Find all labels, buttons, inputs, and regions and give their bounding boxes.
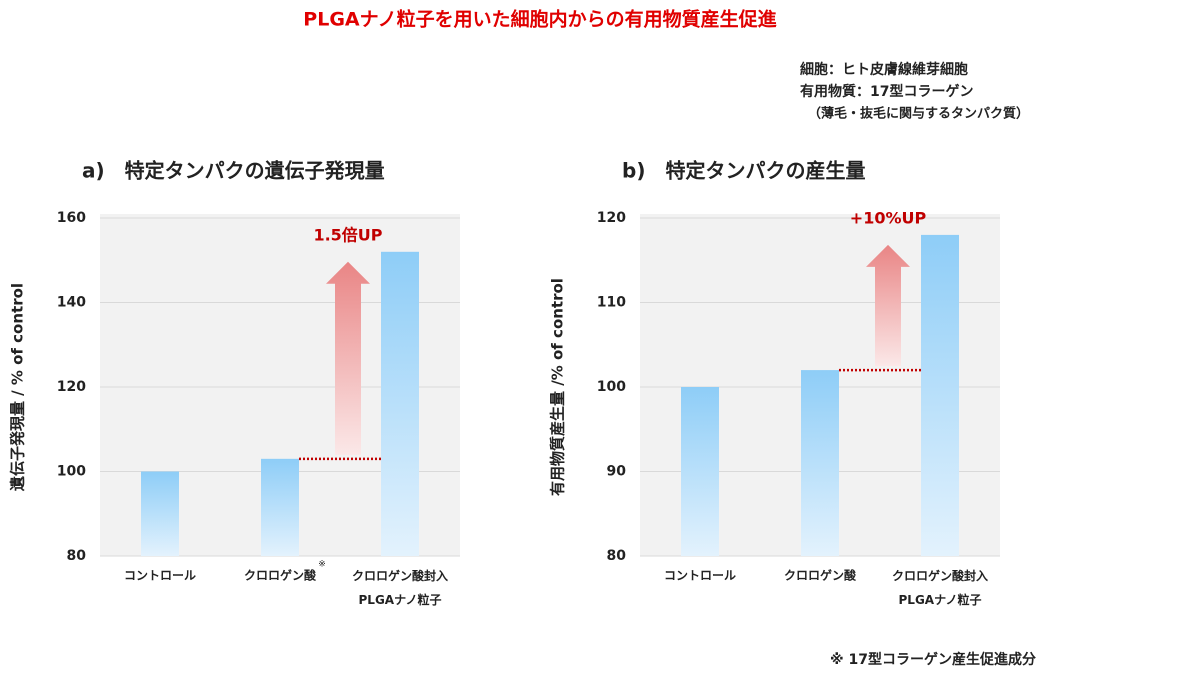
bar [381, 251, 419, 557]
up-arrow [326, 261, 370, 455]
y-axis-label: 有用物質産生量 /% of control [549, 278, 567, 496]
x-tick-label-line: クロロゲン酸封入 [352, 568, 448, 583]
y-tick-label: 100 [597, 379, 626, 395]
x-tick-label: クロロゲン酸 [244, 568, 317, 583]
x-tick-label: クロロゲン酸封入 PLGAナノ粒子 [892, 568, 988, 607]
y-tick-label: 80 [67, 548, 87, 564]
bar [681, 387, 719, 556]
x-tick-label: クロロゲン酸 [784, 568, 857, 583]
annotation: +10%UP [850, 208, 927, 227]
note: 有用物質：17型コラーゲン [800, 83, 973, 100]
x-tick-label: クロロゲン酸封入 PLGAナノ粒子 [352, 568, 448, 607]
bar [261, 458, 299, 556]
chart-title: b) 特定タンパクの産生量 [622, 159, 865, 183]
x-tick-label: コントロール [664, 569, 736, 583]
y-tick-label: 120 [597, 210, 626, 226]
x-tick-label-line: PLGAナノ粒子 [899, 592, 982, 607]
x-tick-label-line: PLGAナノ粒子 [359, 592, 442, 607]
y-tick-label: 100 [57, 464, 86, 480]
bar [801, 370, 839, 556]
y-tick-label: 120 [57, 379, 86, 395]
y-axis-label: 遺伝子発現量 / % of control [9, 283, 27, 492]
x-tick-label: コントロール [124, 569, 196, 583]
bar [141, 471, 179, 556]
footnote-mark: ※ [318, 560, 326, 570]
footnote: ※ 17型コラーゲン産生促進成分 [830, 651, 1036, 668]
up-arrow [866, 244, 910, 367]
chart-title: a) 特定タンパクの遺伝子発現量 [82, 159, 385, 183]
page-title: PLGAナノ粒子を用いた細胞内からの有用物質産生促進 [303, 8, 776, 31]
y-tick-label: 90 [607, 464, 627, 480]
y-tick-label: 140 [57, 295, 86, 311]
y-tick-label: 160 [57, 210, 86, 226]
annotation: 1.5倍UP [313, 225, 382, 244]
note: 細胞：ヒト皮膚線維芽細胞 [800, 61, 968, 78]
note: （薄毛・抜毛に関与するタンパク質） [808, 106, 1029, 122]
x-tick-label-line: クロロゲン酸封入 [892, 568, 988, 583]
y-tick-label: 110 [597, 295, 626, 311]
bar [921, 234, 959, 556]
y-tick-label: 80 [607, 548, 627, 564]
